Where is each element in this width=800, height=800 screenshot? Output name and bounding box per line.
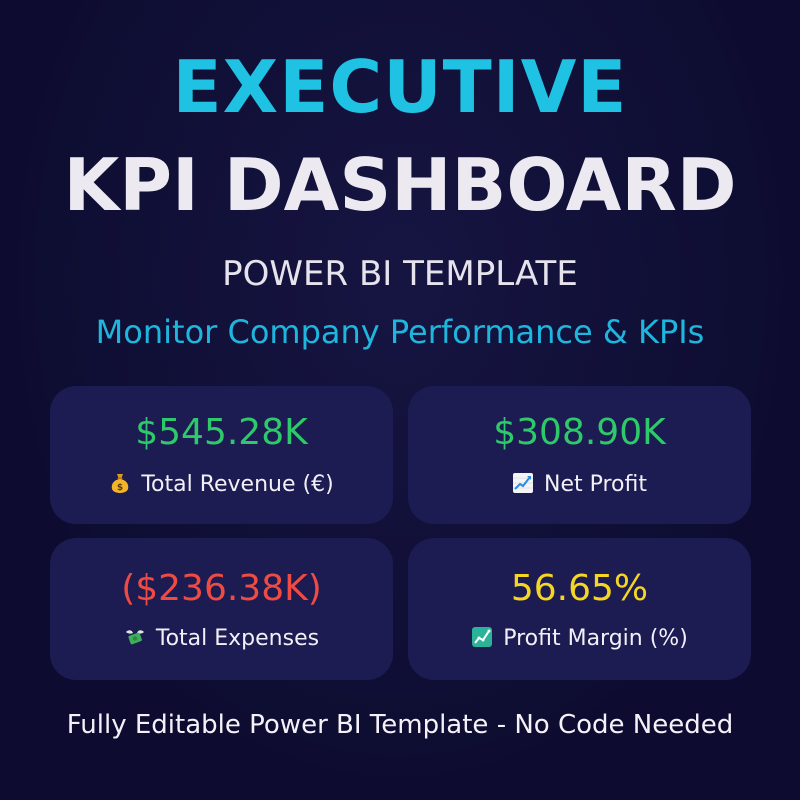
kpi-value-total-revenue: $545.28K <box>135 412 308 453</box>
kpi-label-total-revenue: Total Revenue (€) <box>141 472 334 497</box>
kpi-label-total-expenses: Total Expenses <box>155 626 320 651</box>
kpi-label-profit-margin: Profit Margin (%) <box>503 626 688 651</box>
money-with-wings-icon <box>124 626 146 648</box>
kpi-label-row-total-expenses: Total Expenses <box>50 624 393 654</box>
kpi-label-net-profit: Net Profit <box>544 472 647 497</box>
kpi-card-total-expenses: ($236.38K) Total Expenses <box>50 538 393 680</box>
chart-icon <box>471 626 493 648</box>
chart-increasing-icon <box>512 472 534 494</box>
kpi-card-net-profit: $308.90K Net Profit <box>408 386 751 524</box>
subtitle-power-bi-template: POWER BI TEMPLATE <box>222 254 578 294</box>
kpi-value-total-expenses: ($236.38K) <box>121 568 322 609</box>
kpi-card-total-revenue: $545.28K $ Total Revenue (€) <box>50 386 393 524</box>
footer-text: Fully Editable Power BI Template - No Co… <box>66 710 734 740</box>
kpi-value-net-profit: $308.90K <box>493 412 666 453</box>
svg-text:$: $ <box>117 483 123 493</box>
title-executive: EXECUTIVE <box>172 45 628 129</box>
kpi-label-row-net-profit: Net Profit <box>408 470 751 500</box>
title-kpi-dashboard: KPI DASHBOARD <box>63 143 737 227</box>
kpi-value-profit-margin: 56.65% <box>510 568 649 609</box>
tagline: Monitor Company Performance & KPIs <box>95 313 705 351</box>
kpi-label-row-total-revenue: $ Total Revenue (€) <box>50 470 393 500</box>
money-bag-icon: $ <box>109 472 131 494</box>
kpi-label-row-profit-margin: Profit Margin (%) <box>408 624 751 654</box>
kpi-card-profit-margin: 56.65% Profit Margin (%) <box>408 538 751 680</box>
